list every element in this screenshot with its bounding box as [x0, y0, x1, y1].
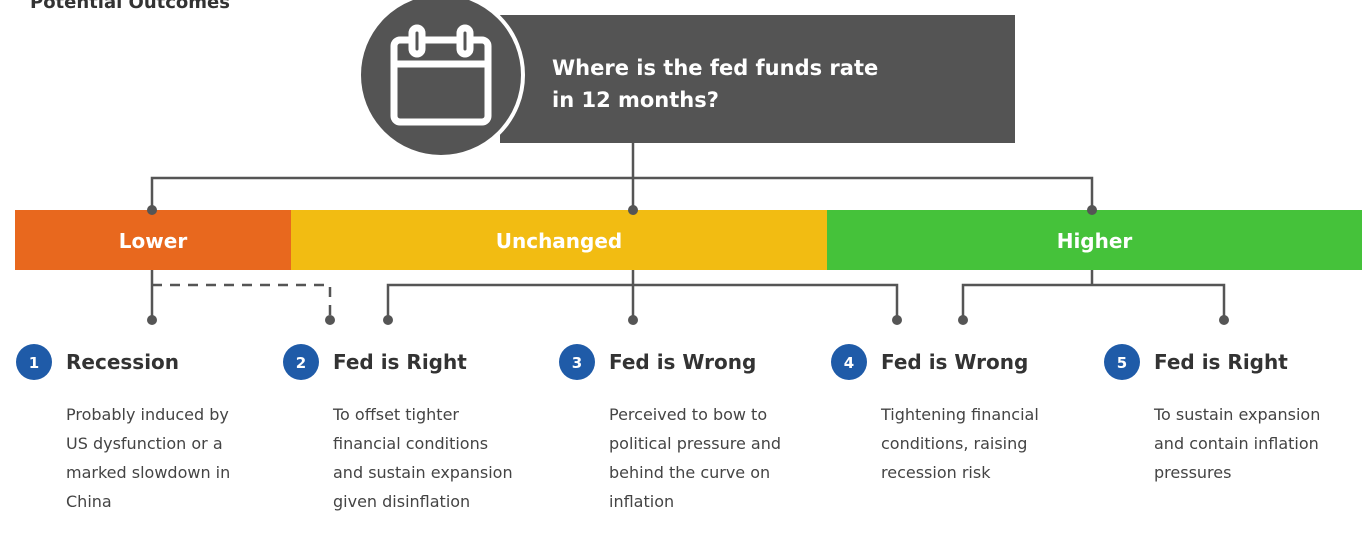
scenario-description: To offset tighter — [332, 405, 459, 424]
scenario-description: given disinflation — [333, 492, 470, 511]
outcome-bar — [15, 210, 291, 270]
scenario-description: and sustain expansion — [333, 463, 513, 482]
scenario-description: pressures — [1154, 463, 1231, 482]
page-title: Potential Outcomes — [30, 0, 230, 13]
scenario-description: US dysfunction or a — [66, 434, 223, 453]
scenario-description: Perceived to bow to — [609, 405, 767, 424]
outcome-label: Unchanged — [496, 229, 623, 253]
connectors — [147, 143, 1229, 325]
scenario-description: Tightening financial — [880, 405, 1039, 424]
scenario-title: Fed is Wrong — [881, 350, 1028, 374]
scenario-number: 4 — [844, 354, 854, 372]
scenario-badge — [559, 344, 595, 380]
question-line: in 12 months? — [552, 88, 719, 112]
outcome-bar — [827, 210, 1362, 270]
question-line: Where is the fed funds rate — [552, 56, 878, 80]
scenario-description: political pressure and — [609, 434, 781, 453]
question-box — [500, 15, 1015, 143]
scenario-number: 2 — [296, 354, 306, 372]
scenario-description: financial conditions — [333, 434, 488, 453]
scenario-badge — [831, 344, 867, 380]
scenario-title: Recession — [66, 350, 179, 374]
scenario-number: 5 — [1117, 354, 1127, 372]
scenario-number: 3 — [572, 354, 582, 372]
scenario-description: and contain inflation — [1154, 434, 1319, 453]
scenario-description: recession risk — [881, 463, 991, 482]
scenario-description: marked slowdown in — [66, 463, 230, 482]
scenario-number: 1 — [29, 354, 39, 372]
scenario-description: Probably induced by — [66, 405, 229, 424]
scenario-title: Fed is Wrong — [609, 350, 756, 374]
scenario-description: To sustain expansion — [1153, 405, 1320, 424]
outcome-bar — [291, 210, 827, 270]
scenario-description: behind the curve on — [609, 463, 770, 482]
scenario-badge — [16, 344, 52, 380]
scenario-title: Fed is Right — [1154, 350, 1288, 374]
outcome-label: Higher — [1057, 229, 1133, 253]
scenario-description: conditions, raising — [881, 434, 1027, 453]
outcome-label: Lower — [119, 229, 188, 253]
scenario-badge — [283, 344, 319, 380]
scenario-description: inflation — [609, 492, 674, 511]
calendar-icon — [390, 24, 492, 126]
scenario-badge — [1104, 344, 1140, 380]
scenario-description: China — [66, 492, 112, 511]
scenario-title: Fed is Right — [333, 350, 467, 374]
calendar-circle — [357, 0, 525, 159]
